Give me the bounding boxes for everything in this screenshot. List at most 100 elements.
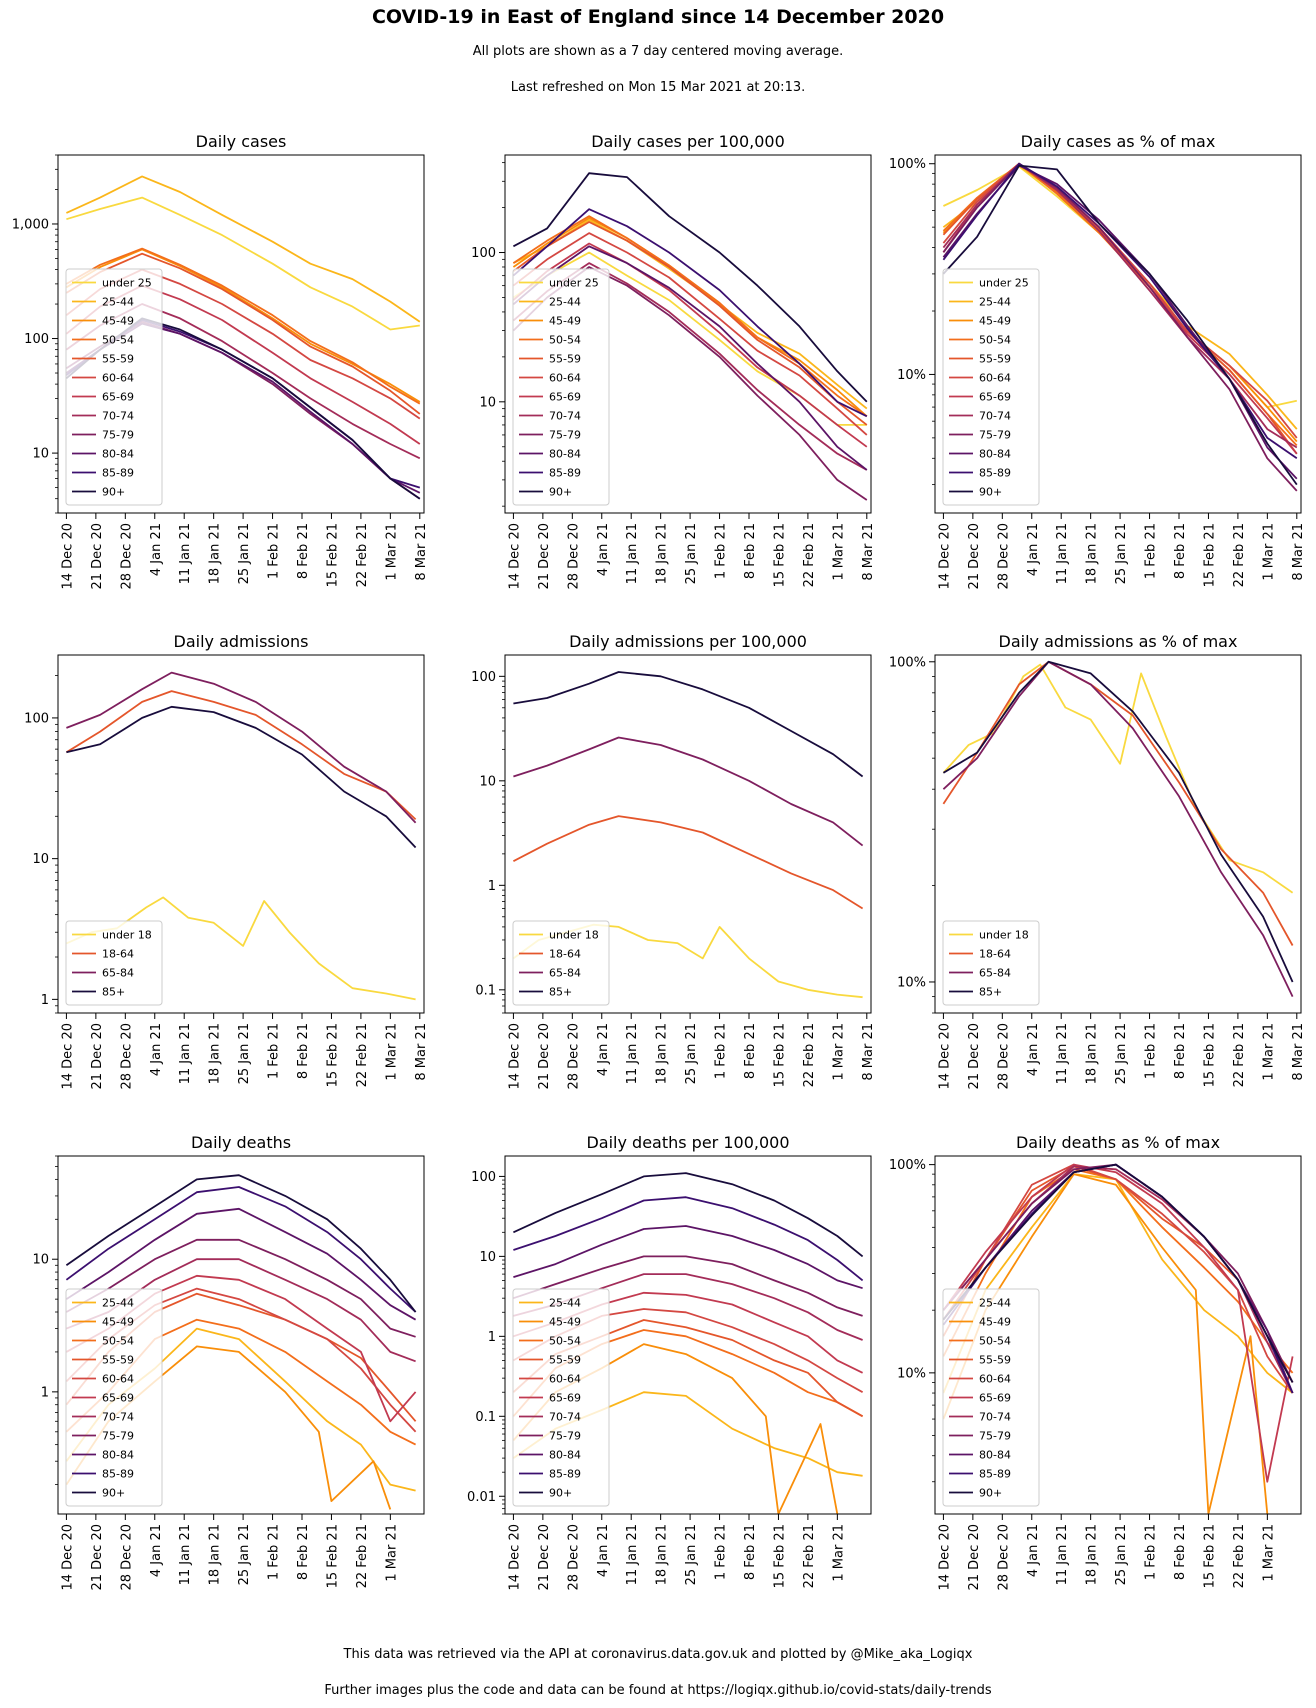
chart-panel-1: Daily cases 10 100 1,000 14 Dec 20 21 Dec 20 2… (12, 132, 429, 590)
legend-label: 85+ (549, 986, 572, 999)
footer-link: Further images plus the code and data ca… (324, 1683, 992, 1698)
series-group (942, 1163, 1294, 1514)
x-tick-label: 1 Mar 21 (1261, 523, 1276, 581)
legend-label: under 18 (979, 929, 1029, 942)
x-tick-label: 25 Jan 21 (684, 1023, 699, 1084)
series-line-65-69 (942, 1163, 1294, 1483)
legend-label: 25-44 (102, 296, 134, 309)
plot-frame (504, 1155, 872, 1515)
series-line-85+ (942, 660, 1294, 983)
legend-label: 65-69 (549, 1392, 581, 1405)
x-tick-label: 8 Mar 21 (1291, 1023, 1306, 1081)
legend-label: 70-74 (102, 1411, 134, 1424)
legend-box (65, 1288, 163, 1507)
x-tick-label: 25 Jan 21 (684, 523, 699, 584)
legend-label: 25-44 (979, 1297, 1011, 1310)
legend-label: 25-44 (979, 296, 1011, 309)
y-tick-label: 1 (41, 993, 49, 1008)
series-line-65-84 (513, 736, 864, 847)
x-tick-label: 4 Jan 21 (149, 1524, 164, 1577)
legend-label: 80-84 (549, 1449, 581, 1462)
x-tick-label: 18 Jan 21 (208, 1023, 223, 1084)
series-line-70-74 (942, 162, 1298, 449)
series-line-18-64 (942, 660, 1294, 946)
x-tick-label: 1 Mar 21 (831, 1524, 846, 1582)
legend-label: 80-84 (102, 448, 134, 461)
x-tick-label: 15 Feb 21 (1202, 523, 1217, 587)
x-tick-label: 21 Dec 20 (90, 1524, 105, 1591)
x-tick-label: 4 Jan 21 (149, 1023, 164, 1076)
x-tick-label: 1 Feb 21 (267, 1023, 282, 1079)
x-tick-label: 22 Feb 21 (355, 1023, 370, 1087)
x-tick-label: 21 Dec 20 (90, 1023, 105, 1090)
x-tick-label: 18 Jan 21 (655, 523, 670, 584)
legend: 25-44 45-49 50-54 55-59 60-64 65-69 70-74 75-79… (942, 1288, 1040, 1507)
legend-label: 50-54 (979, 1335, 1011, 1348)
y-tick-label: 10 (32, 447, 49, 462)
x-tick-label: 25 Jan 21 (1114, 1524, 1129, 1585)
series-line-18-64 (65, 690, 417, 821)
x-tick-label: 8 Feb 21 (743, 1023, 758, 1079)
x-tick-label: 4 Jan 21 (1026, 523, 1041, 576)
y-tick-label: 10 (32, 852, 49, 867)
chart-title: Daily admissions (174, 632, 309, 651)
x-tick-label: 22 Feb 21 (802, 1524, 817, 1588)
x-tick-label: 1 Mar 21 (384, 1023, 399, 1081)
series-line-90+ (513, 1172, 864, 1258)
x-tick-label: 22 Feb 21 (355, 523, 370, 587)
y-tick-label: 0.1 (475, 983, 496, 998)
legend-label: 45-49 (549, 315, 581, 328)
x-tick-label: 25 Jan 21 (237, 523, 252, 584)
x-tick-label: 11 Jan 21 (1055, 523, 1070, 584)
legend-label: under 25 (102, 277, 152, 290)
legend-label: 50-54 (979, 334, 1011, 347)
x-tick-label: 22 Feb 21 (802, 523, 817, 587)
x-tick-label: 1 Feb 21 (714, 1023, 729, 1079)
plot-frame (934, 1155, 1302, 1515)
x-tick-label: 11 Jan 21 (178, 1524, 193, 1585)
x-tick-label: 1 Mar 21 (1261, 1023, 1276, 1081)
series-line-85-89 (512, 208, 868, 418)
legend-label: under 18 (102, 929, 152, 942)
x-tick-label: 8 Mar 21 (861, 523, 876, 581)
series-group (942, 660, 1294, 997)
legend-box (942, 268, 1040, 506)
x-tick-label: 18 Jan 21 (655, 1524, 670, 1585)
x-tick-label: 21 Dec 20 (967, 1023, 982, 1090)
chart-title: Daily admissions as % of max (999, 632, 1238, 651)
x-tick-label: 1 Mar 21 (384, 1524, 399, 1582)
legend-label: 60-64 (102, 1373, 134, 1386)
legend-label: 55-59 (102, 353, 134, 366)
x-tick-label: 25 Jan 21 (237, 1524, 252, 1585)
legend-label: 75-79 (102, 429, 134, 442)
x-tick-label: 8 Mar 21 (1291, 523, 1306, 581)
series-line-80-84 (512, 245, 868, 471)
x-tick-label: 21 Dec 20 (967, 523, 982, 590)
x-tick-label: 1 Feb 21 (714, 523, 729, 579)
x-tick-label: 15 Feb 21 (772, 523, 787, 587)
series-line-75-79 (513, 1255, 863, 1317)
x-tick-label: 1 Feb 21 (1144, 523, 1159, 579)
legend-label: 60-64 (979, 1373, 1011, 1386)
legend-label: 85-89 (979, 1468, 1011, 1481)
legend-label: 85+ (979, 986, 1002, 999)
y-tick-label: 0.01 (467, 1490, 496, 1505)
x-tick-label: 25 Jan 21 (1114, 523, 1129, 584)
series-line-80-84 (65, 1207, 417, 1321)
chart-panel-9: Daily deaths as % of max 10% 100% 14 Dec 20… (889, 1133, 1302, 1591)
x-tick-label: 28 Dec 20 (996, 1524, 1011, 1591)
chart-panel-3: Daily cases as % of max 10% 100% 14 Dec 20 2… (889, 132, 1306, 590)
legend-label: 80-84 (979, 448, 1011, 461)
legend-label: 18-64 (102, 948, 134, 961)
x-tick-label: 8 Feb 21 (296, 1023, 311, 1079)
chart-panel-7: Daily deaths 1 10 14 Dec 20 21 Dec 20 28 Dec … (32, 1133, 425, 1591)
y-tick-label: 100 (471, 1170, 496, 1185)
x-tick-label: 11 Jan 21 (625, 1023, 640, 1084)
x-tick-label: 22 Feb 21 (355, 1524, 370, 1588)
x-tick-label: 1 Mar 21 (831, 1023, 846, 1081)
x-tick-label: 28 Dec 20 (996, 1023, 1011, 1090)
series-line-90+ (65, 1174, 417, 1313)
series-line-50-54 (65, 247, 421, 405)
legend-label: 50-54 (549, 1335, 581, 1348)
